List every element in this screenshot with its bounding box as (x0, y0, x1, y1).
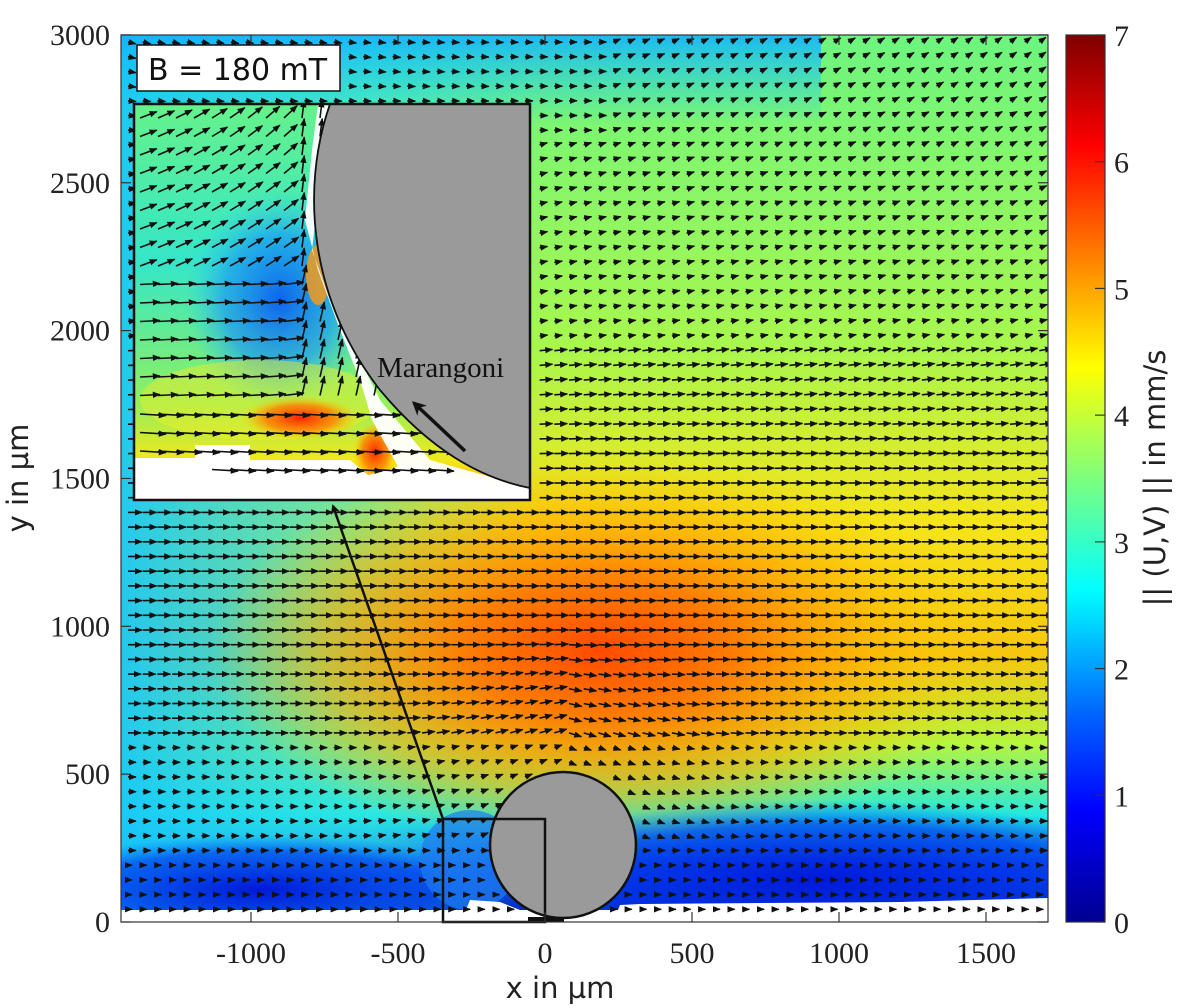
x-tick-label: 0 (538, 937, 553, 970)
colorbar-tick-label: 0 (1114, 907, 1129, 940)
colorbar-tick-label: 6 (1114, 147, 1129, 180)
colorbar: 0 1 2 3 4 5 6 7 || (U,V) || in mm/s (1065, 20, 1172, 940)
y-tick-label: 0 (95, 906, 110, 939)
x-axis: -1000 -500 0 500 1000 1500 (216, 35, 1016, 970)
zoom-leader-arrow (330, 504, 445, 820)
y-tick-label: 3000 (50, 19, 110, 52)
colorbar-tick-label: 4 (1114, 400, 1129, 433)
x-tick-label: 500 (670, 937, 715, 970)
x-tick-label: 1000 (809, 937, 869, 970)
y-tick-label: 1000 (50, 610, 110, 643)
quiver-arrows (124, 36, 1048, 913)
inset-bubble (313, 104, 530, 489)
y-tick-label: 2000 (50, 315, 110, 348)
x-tick-label: 1500 (956, 937, 1016, 970)
inset: Marangoni (132, 102, 532, 502)
x-axis-label: x in µm (506, 971, 615, 1005)
field-strength-label: B = 180 mT (148, 53, 328, 88)
colorbar-label: || (U,V) || in mm/s (1138, 350, 1172, 607)
x-tick-label: -500 (371, 937, 426, 970)
colorbar-tick-label: 7 (1114, 20, 1129, 53)
x-tick-label: -1000 (216, 937, 286, 970)
colorbar-tick-label: 1 (1114, 780, 1129, 813)
y-axis: 0 500 1000 1500 2000 2500 3000 (50, 19, 1048, 939)
y-tick-label: 1500 (50, 462, 110, 495)
field-annotation: B = 180 mT (136, 44, 341, 92)
y-axis-label: y in µm (1, 424, 35, 533)
y-tick-label: 2500 (50, 167, 110, 200)
inset-quiver-arrows (139, 104, 455, 474)
colorbar-tick-label: 3 (1114, 527, 1129, 560)
y-tick-label: 500 (65, 758, 110, 791)
bubble (488, 770, 638, 920)
colorbar-tick-label: 2 (1114, 654, 1129, 687)
inset-frame (132, 102, 532, 502)
marangoni-arrow (411, 401, 467, 453)
colorbar-tick-label: 5 (1114, 273, 1129, 306)
marangoni-label: Marangoni (377, 352, 504, 384)
